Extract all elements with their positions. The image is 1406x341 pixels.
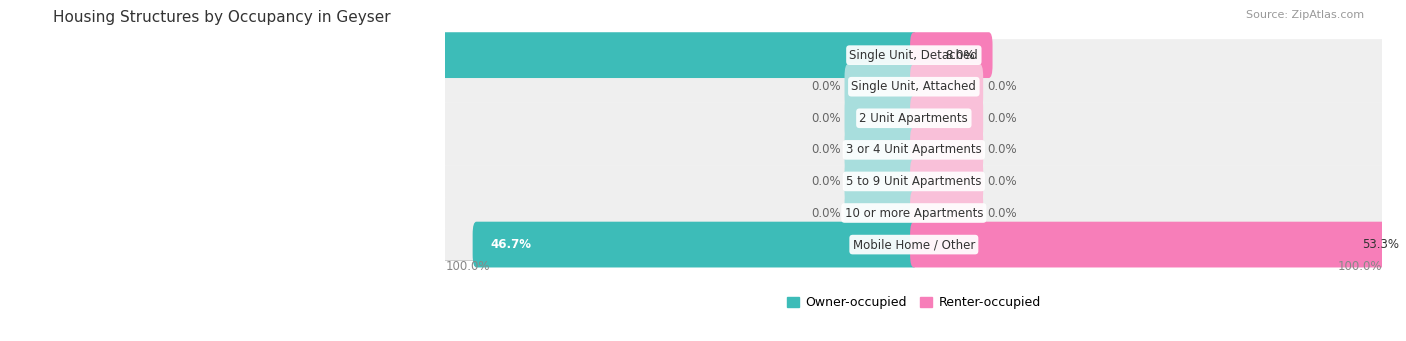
- Text: 92.0%: 92.0%: [66, 49, 107, 62]
- FancyBboxPatch shape: [845, 159, 918, 204]
- FancyBboxPatch shape: [845, 190, 918, 236]
- FancyBboxPatch shape: [910, 190, 983, 236]
- FancyBboxPatch shape: [845, 127, 918, 173]
- Text: 0.0%: 0.0%: [811, 80, 841, 93]
- FancyBboxPatch shape: [845, 64, 918, 109]
- Text: 0.0%: 0.0%: [811, 175, 841, 188]
- FancyBboxPatch shape: [910, 64, 983, 109]
- Legend: Owner-occupied, Renter-occupied: Owner-occupied, Renter-occupied: [782, 291, 1046, 314]
- Text: 5 to 9 Unit Apartments: 5 to 9 Unit Apartments: [846, 175, 981, 188]
- Text: Single Unit, Attached: Single Unit, Attached: [852, 80, 976, 93]
- Text: 0.0%: 0.0%: [987, 112, 1017, 125]
- FancyBboxPatch shape: [845, 95, 918, 141]
- FancyBboxPatch shape: [444, 197, 1384, 229]
- Text: 0.0%: 0.0%: [987, 80, 1017, 93]
- Text: 46.7%: 46.7%: [491, 238, 531, 251]
- Text: 0.0%: 0.0%: [811, 143, 841, 157]
- Text: 100.0%: 100.0%: [446, 260, 489, 272]
- Text: 53.3%: 53.3%: [1362, 238, 1399, 251]
- Text: 0.0%: 0.0%: [987, 207, 1017, 220]
- FancyBboxPatch shape: [48, 32, 918, 78]
- FancyBboxPatch shape: [910, 159, 983, 204]
- Text: 8.0%: 8.0%: [945, 49, 974, 62]
- FancyBboxPatch shape: [910, 32, 993, 78]
- Text: 100.0%: 100.0%: [1337, 260, 1382, 272]
- FancyBboxPatch shape: [444, 228, 1384, 261]
- Text: Housing Structures by Occupancy in Geyser: Housing Structures by Occupancy in Geyse…: [53, 10, 391, 25]
- Text: Mobile Home / Other: Mobile Home / Other: [852, 238, 974, 251]
- FancyBboxPatch shape: [444, 102, 1384, 134]
- Text: 2 Unit Apartments: 2 Unit Apartments: [859, 112, 969, 125]
- Text: 0.0%: 0.0%: [987, 175, 1017, 188]
- Text: 0.0%: 0.0%: [811, 207, 841, 220]
- FancyBboxPatch shape: [910, 95, 983, 141]
- FancyBboxPatch shape: [910, 127, 983, 173]
- Text: 10 or more Apartments: 10 or more Apartments: [845, 207, 983, 220]
- Text: 3 or 4 Unit Apartments: 3 or 4 Unit Apartments: [846, 143, 981, 157]
- Text: 0.0%: 0.0%: [811, 112, 841, 125]
- FancyBboxPatch shape: [444, 134, 1384, 166]
- FancyBboxPatch shape: [472, 222, 918, 267]
- FancyBboxPatch shape: [444, 165, 1384, 197]
- Text: Single Unit, Detached: Single Unit, Detached: [849, 49, 979, 62]
- Text: 0.0%: 0.0%: [987, 143, 1017, 157]
- FancyBboxPatch shape: [444, 71, 1384, 103]
- FancyBboxPatch shape: [444, 39, 1384, 71]
- FancyBboxPatch shape: [910, 222, 1406, 267]
- Text: Source: ZipAtlas.com: Source: ZipAtlas.com: [1246, 10, 1364, 20]
